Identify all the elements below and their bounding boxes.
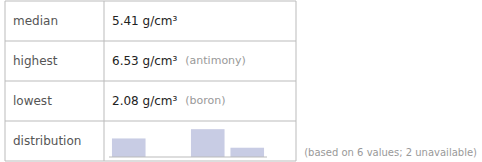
row-value: 2.08 g/cm³ bbox=[112, 94, 177, 108]
row-label: distribution bbox=[13, 134, 81, 148]
table-rule bbox=[104, 1, 105, 161]
bar bbox=[112, 138, 146, 157]
row-note: (antimony) bbox=[185, 54, 246, 67]
table: median 5.41 g/cm³ highest 6.53 g/cm³ (antimo… bbox=[5, 1, 296, 161]
row-value: 5.41 g/cm³ bbox=[112, 14, 177, 28]
table-rule bbox=[5, 1, 296, 2]
bar bbox=[191, 129, 225, 157]
chart: median 5.41 g/cm³ highest 6.53 g/cm³ (antimo… bbox=[0, 0, 482, 162]
table-rule bbox=[5, 161, 296, 162]
row-label: median bbox=[13, 14, 58, 28]
row-value: 6.53 g/cm³ bbox=[112, 54, 177, 68]
table-rule bbox=[296, 1, 297, 161]
table-rule bbox=[5, 81, 296, 82]
row-label: lowest bbox=[13, 94, 52, 108]
table-rule bbox=[5, 121, 296, 122]
table-rule bbox=[5, 41, 296, 42]
row-label: highest bbox=[13, 54, 58, 68]
footer: (based on 6 values; 2 unavailable) bbox=[304, 147, 477, 158]
row-note: (boron) bbox=[185, 94, 225, 107]
baseline bbox=[109, 157, 267, 158]
bar bbox=[230, 148, 264, 157]
bars bbox=[112, 129, 264, 157]
table-rule bbox=[5, 1, 6, 161]
